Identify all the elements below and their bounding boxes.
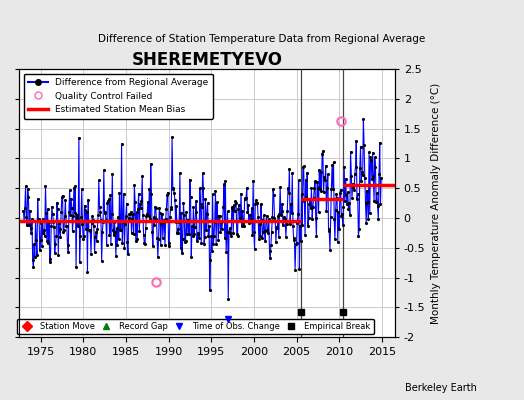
Title: SHEREMETYEVO: SHEREMETYEVO [132,51,282,69]
Legend: Station Move, Record Gap, Time of Obs. Change, Empirical Break: Station Move, Record Gap, Time of Obs. C… [17,319,374,334]
Text: Berkeley Earth: Berkeley Earth [405,383,477,393]
Y-axis label: Monthly Temperature Anomaly Difference (°C): Monthly Temperature Anomaly Difference (… [431,82,441,324]
Text: Difference of Station Temperature Data from Regional Average: Difference of Station Temperature Data f… [99,34,425,44]
